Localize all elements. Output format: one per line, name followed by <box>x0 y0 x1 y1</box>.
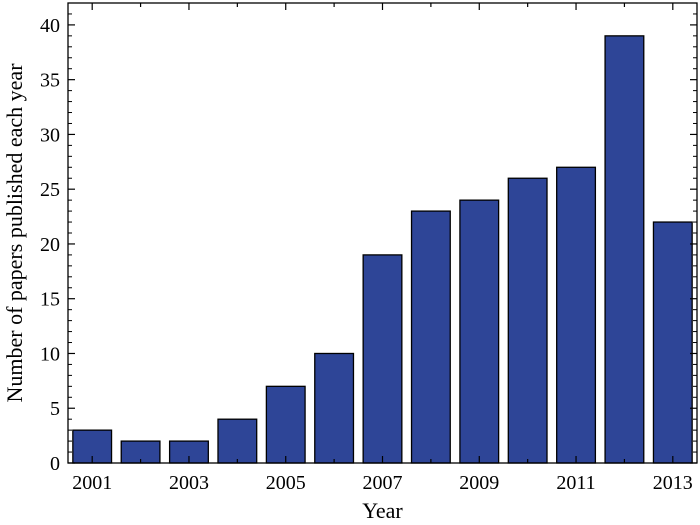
y-axis-ticks: 0 5 10 15 20 25 30 35 40 <box>40 13 697 475</box>
bar-2012 <box>604 35 645 464</box>
bar-2011 <box>556 166 597 464</box>
bar-2004 <box>217 418 258 464</box>
y-axis-title: Number of papers published each year <box>2 63 27 403</box>
bar-2007 <box>362 254 403 464</box>
x-tick-label: 2007 <box>363 472 403 494</box>
y-tick-label: 10 <box>40 343 60 365</box>
bar-2010 <box>507 177 548 464</box>
x-tick-label: 2013 <box>653 472 693 494</box>
x-axis-title: Year <box>362 498 403 523</box>
x-tick-label: 2003 <box>169 472 209 494</box>
bar-2009 <box>459 199 500 464</box>
x-tick-label: 2011 <box>556 472 595 494</box>
bar-2005 <box>265 385 306 464</box>
bar-2013 <box>652 221 693 464</box>
x-tick-label: 2009 <box>459 472 499 494</box>
x-axis-ticks: 2001 2003 2005 2007 2009 2011 2013 <box>72 3 693 494</box>
bars-group <box>72 35 693 464</box>
y-tick-label: 40 <box>40 15 60 37</box>
y-tick-label: 0 <box>50 453 60 475</box>
y-tick-label: 5 <box>50 398 60 420</box>
x-tick-label: 2005 <box>266 472 306 494</box>
y-tick-label: 25 <box>40 179 60 201</box>
plot-frame <box>67 2 698 464</box>
y-tick-label: 15 <box>40 289 60 311</box>
bar-2008 <box>410 210 451 464</box>
y-tick-label: 35 <box>40 70 60 92</box>
y-tick-label: 20 <box>40 234 60 256</box>
x-tick-label: 2001 <box>72 472 112 494</box>
bar-2006 <box>314 352 355 464</box>
y-tick-label: 30 <box>40 124 60 146</box>
